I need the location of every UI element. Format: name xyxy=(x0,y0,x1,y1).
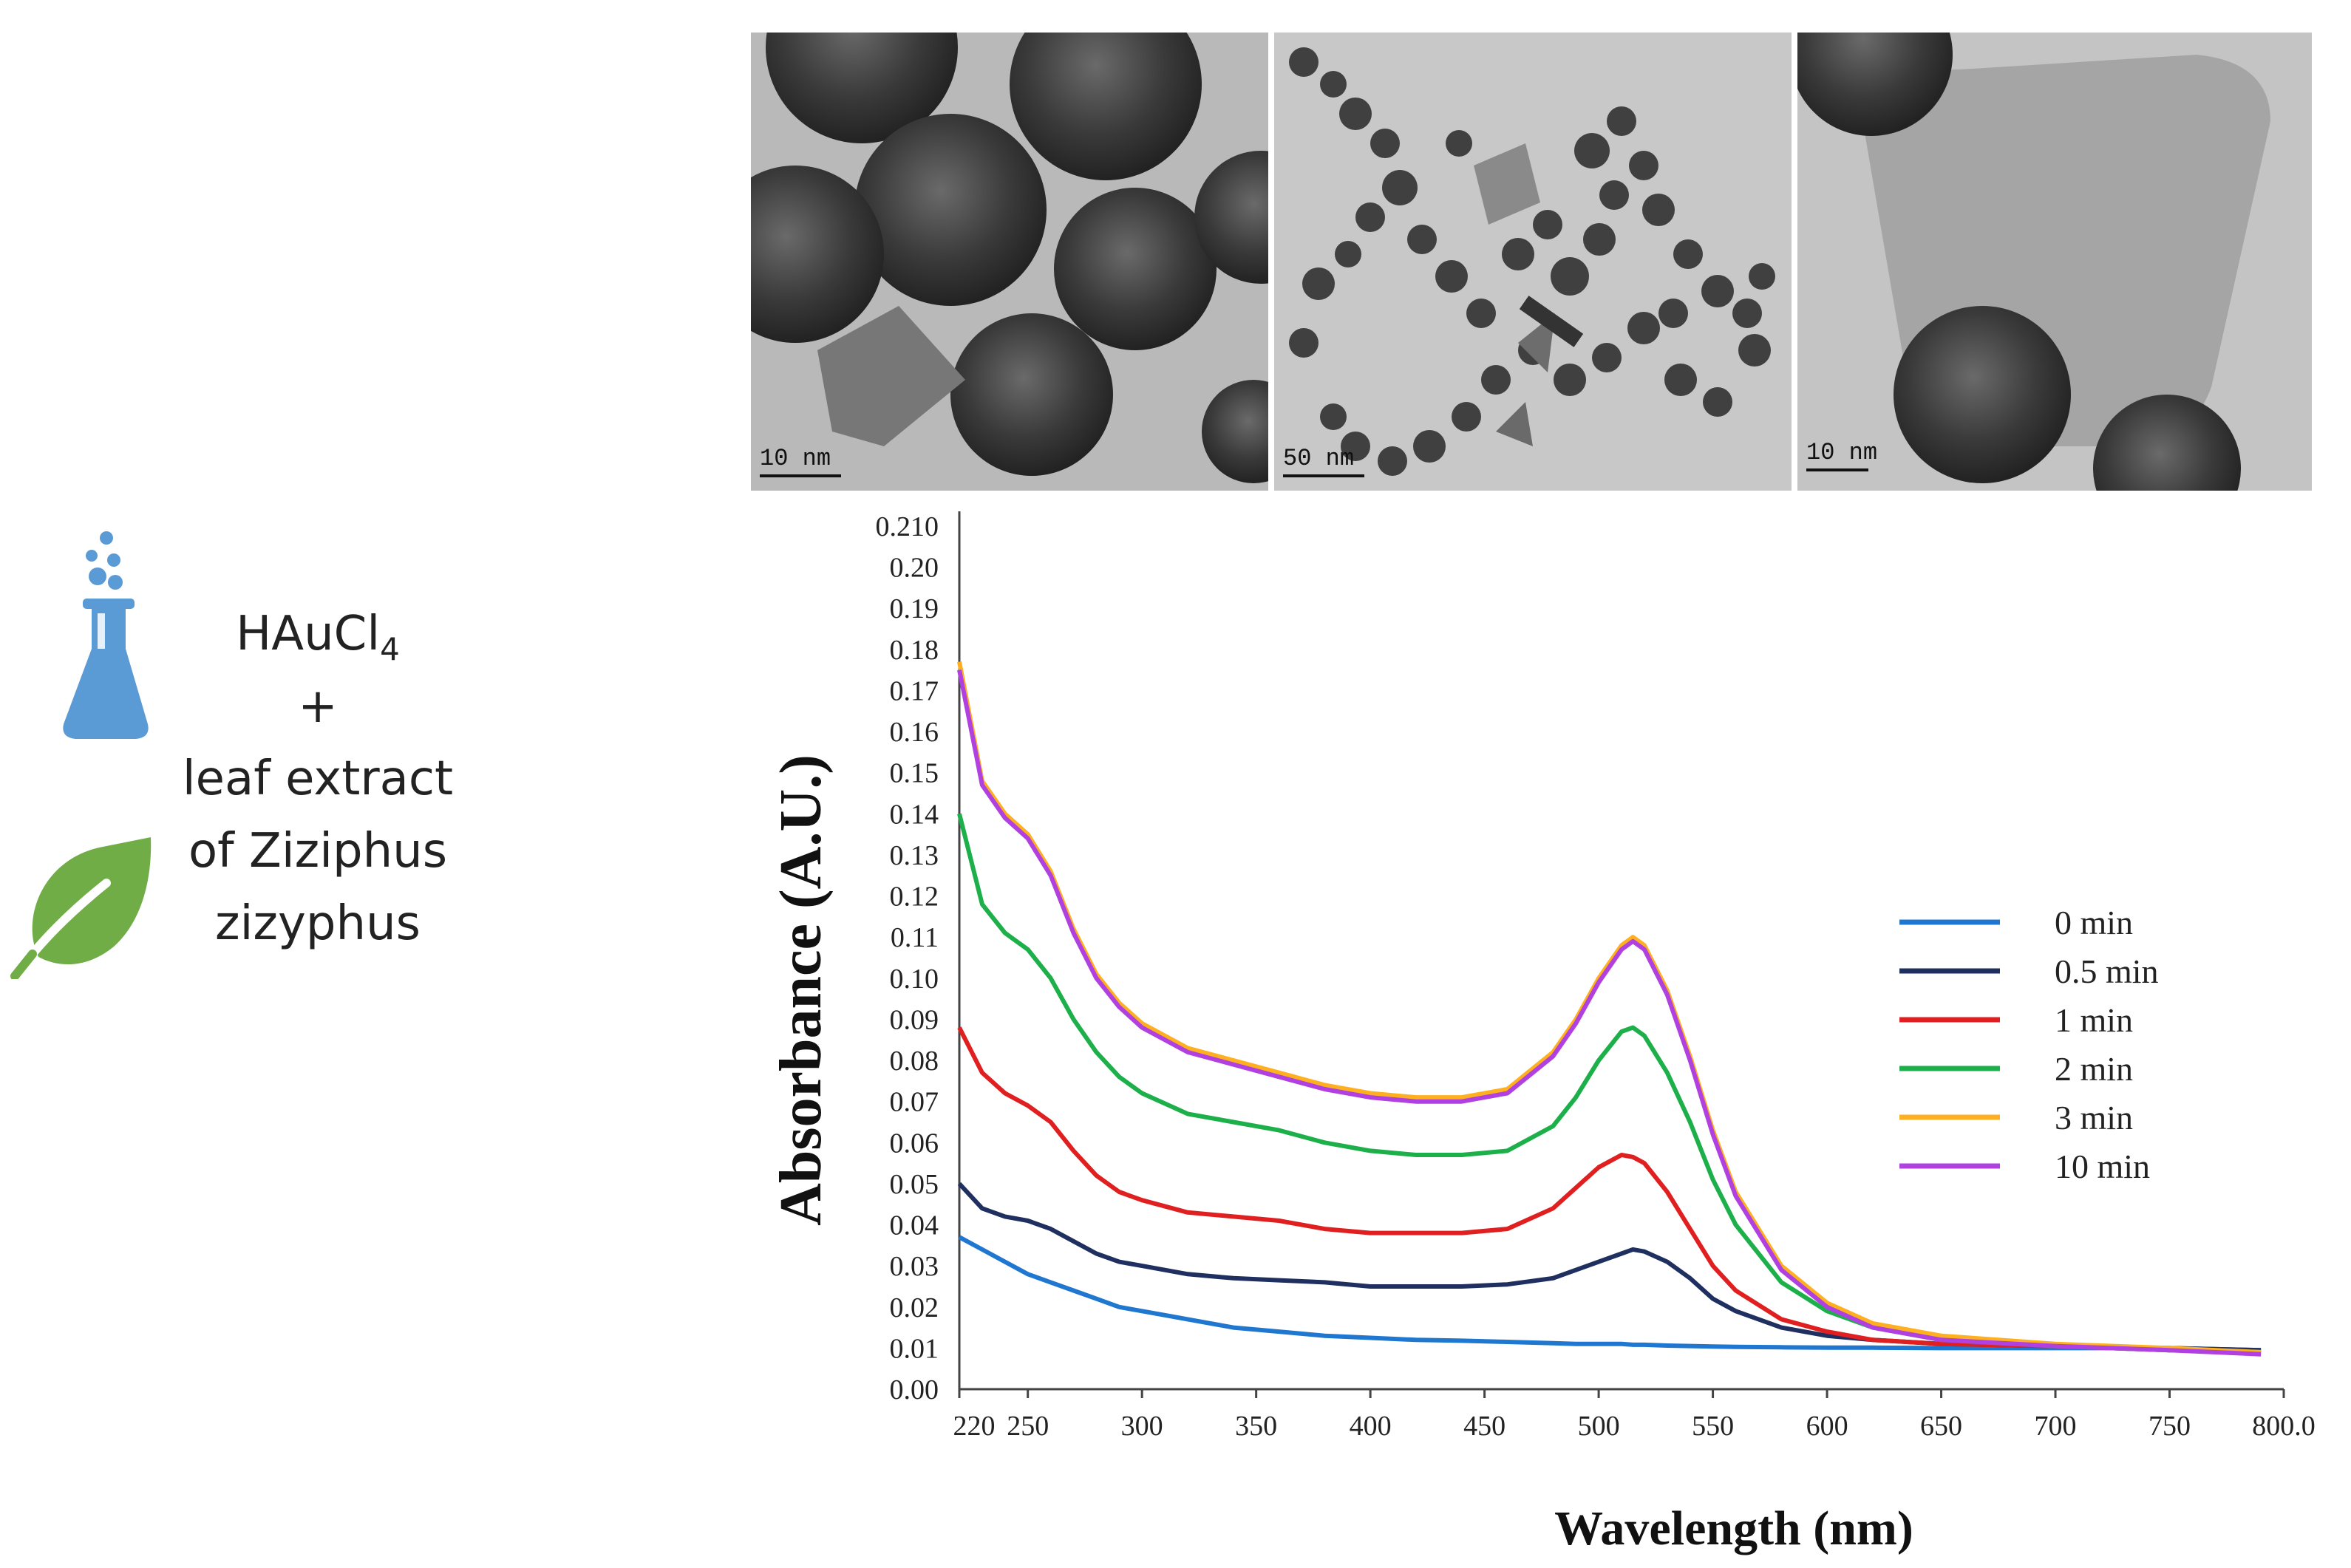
legend-label: 0.5 min xyxy=(2055,952,2159,990)
y-tick-label: 0.15 xyxy=(890,758,939,789)
tem-image-1-graphic xyxy=(751,33,1268,491)
series-line-10-min xyxy=(957,669,2262,1357)
legend-label: 0 min xyxy=(2055,904,2133,941)
reagent-panel: HAuCl4 + leaf extract of Ziziphus zizyph… xyxy=(0,0,710,1568)
y-tick-label: 0.05 xyxy=(890,1169,939,1200)
scale-label-2: 50 nm xyxy=(1283,445,1355,472)
reagent-plus: + xyxy=(298,679,338,734)
reagent-line-5: zizyphus xyxy=(215,896,421,951)
x-tick-label: 700 xyxy=(2035,1411,2077,1442)
y-tick-label: 0.14 xyxy=(890,799,939,830)
x-tick-label: 600 xyxy=(1806,1411,1848,1442)
y-tick-label: 0.18 xyxy=(890,635,939,666)
tem-image-1: 10 nm xyxy=(751,33,1268,491)
legend-label: 10 min xyxy=(2055,1148,2150,1185)
y-tick-label: 0.09 xyxy=(890,1004,939,1035)
flask-icon xyxy=(63,531,149,739)
legend-label: 3 min xyxy=(2055,1099,2133,1136)
y-tick-label: 0.17 xyxy=(890,675,939,706)
scale-bar-1 xyxy=(760,474,841,477)
legend-label: 1 min xyxy=(2055,1001,2133,1039)
x-tick-label: 550 xyxy=(1692,1411,1734,1442)
y-axis-title: Absorbance (A.U.) xyxy=(769,754,834,1226)
x-tick-label: 220 xyxy=(953,1411,996,1442)
tem-image-2-graphic xyxy=(1274,33,1792,491)
y-tick-label: 0.06 xyxy=(890,1128,939,1159)
y-tick-label: 0.00 xyxy=(890,1374,939,1405)
reagent-line-4: of Ziziphus xyxy=(188,824,448,879)
reagent-formula: HAuCl xyxy=(236,607,381,661)
series-group xyxy=(957,661,2262,1357)
scale-label-1: 10 nm xyxy=(760,445,831,472)
x-tick-label: 650 xyxy=(1920,1411,1962,1442)
series-line-2-min xyxy=(957,813,2262,1354)
y-tick-group: 0.00 0.01 0.02 0.03 0.04 0.05 0.06 0.07 0.08 0.09… xyxy=(876,511,939,1405)
legend: 0 min 0.5 min 1 min 2 min 3 min 10 min xyxy=(1899,904,2159,1185)
y-tick-label: 0.210 xyxy=(876,511,939,542)
y-tick-label: 0.20 xyxy=(890,553,939,584)
x-tick-label: 450 xyxy=(1463,1411,1505,1442)
x-tick-label: 400 xyxy=(1350,1411,1392,1442)
y-tick-label: 0.10 xyxy=(890,964,939,995)
x-tick-label: 500 xyxy=(1578,1411,1620,1442)
scale-label-3: 10 nm xyxy=(1806,439,1878,466)
reagent-line-3: leaf extract xyxy=(182,751,454,806)
tem-image-3: 10 nm xyxy=(1797,33,2312,491)
series-line-0-5-min xyxy=(957,1182,2262,1353)
y-tick-label: 0.01 xyxy=(890,1333,939,1364)
series-line-1-min xyxy=(957,1026,2262,1354)
x-tick-group: 220 250 300 350 400 450 500 550 600 650 700 750 800.… xyxy=(953,1389,2316,1442)
y-tick-label: 0.02 xyxy=(890,1292,939,1323)
y-tick-label: 0.19 xyxy=(890,593,939,624)
y-tick-label: 0.08 xyxy=(890,1046,939,1077)
tem-image-3-graphic xyxy=(1797,33,2312,491)
y-tick-label: 0.12 xyxy=(890,882,939,913)
y-tick-label: 0.13 xyxy=(890,840,939,871)
scale-bar-3 xyxy=(1806,468,1868,471)
tem-image-2: 50 nm xyxy=(1274,33,1792,491)
x-tick-label: 750 xyxy=(2148,1411,2191,1442)
legend-label: 2 min xyxy=(2055,1050,2133,1088)
y-tick-label: 0.11 xyxy=(891,922,939,953)
leaf-icon xyxy=(10,837,152,979)
series-line-0-min xyxy=(958,1235,2262,1353)
y-tick-label: 0.16 xyxy=(890,717,939,748)
x-tick-label: 800.0 xyxy=(2252,1411,2316,1442)
x-tick-label: 300 xyxy=(1121,1411,1163,1442)
reagent-formula-subscript: 4 xyxy=(380,630,400,667)
reagent-line-1: HAuCl4 xyxy=(148,610,488,665)
y-tick-label: 0.03 xyxy=(890,1251,939,1282)
scale-bar-2 xyxy=(1283,474,1364,477)
y-tick-label: 0.04 xyxy=(890,1210,939,1241)
x-axis-title: Wavelength (nm) xyxy=(1554,1501,1913,1555)
x-tick-label: 350 xyxy=(1235,1411,1277,1442)
absorbance-chart: 0.00 0.01 0.02 0.03 0.04 0.05 0.06 0.07 0.08 0.09… xyxy=(769,511,2316,1555)
y-tick-label: 0.07 xyxy=(890,1087,939,1118)
x-tick-label: 250 xyxy=(1007,1411,1049,1442)
